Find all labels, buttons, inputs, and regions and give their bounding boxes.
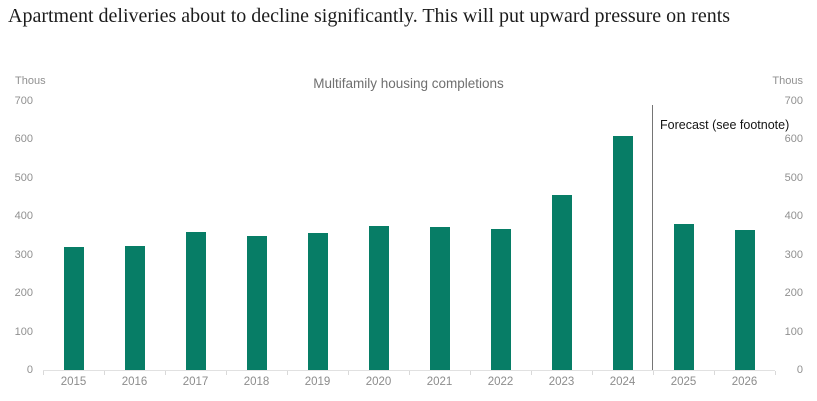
plot-area: [43, 101, 776, 375]
y-tick-label-right-200: 200: [784, 287, 803, 300]
x-tick-label-2019: 2019: [304, 376, 331, 388]
y-tick-label-right-0: 0: [796, 364, 803, 376]
forecast-annotation: Forecast (see footnote): [660, 118, 790, 132]
y-axis-unit-label-right: Thous: [772, 75, 803, 87]
y-axis-unit-label-left: Thous: [15, 75, 46, 87]
x-axis-tick: [470, 371, 471, 375]
x-axis-tick: [409, 371, 410, 375]
y-tick-label-left-100: 100: [14, 325, 33, 338]
x-tick-label-2016: 2016: [121, 376, 148, 388]
chart-title: Multifamily housing completions: [313, 76, 504, 91]
bar-2022: [490, 228, 511, 370]
x-tick-label-2020: 2020: [365, 376, 392, 388]
x-tick-label-2023: 2023: [548, 376, 575, 388]
y-tick-label-right-100: 100: [784, 325, 803, 338]
y-axis-labels-left: 0 100 200 300 400 500 600 700: [0, 0, 33, 401]
forecast-divider-line: [652, 105, 653, 370]
bar-2020: [368, 225, 389, 370]
bar-2026: [734, 229, 755, 370]
x-axis-tick: [775, 371, 776, 375]
x-axis-tick: [714, 371, 715, 375]
y-tick-label-right-300: 300: [784, 248, 803, 261]
bar-2016: [124, 245, 145, 370]
x-axis-tick: [592, 371, 593, 375]
x-tick-label-2018: 2018: [243, 376, 270, 388]
page-title: Apartment deliveries about to decline si…: [8, 5, 731, 27]
y-tick-label-left-600: 600: [14, 133, 33, 146]
x-tick-label-2015: 2015: [60, 376, 87, 388]
y-tick-label-left-700: 700: [14, 95, 33, 107]
x-tick-label-2021: 2021: [426, 376, 453, 388]
x-axis-tick: [43, 371, 44, 375]
bar-2017: [185, 232, 206, 370]
y-tick-label-left-0: 0: [26, 364, 33, 376]
x-axis-tick: [226, 371, 227, 375]
bar-2024: [612, 136, 633, 370]
bar-2019: [307, 232, 328, 370]
bar-2021: [429, 227, 450, 370]
bar-2015: [63, 247, 84, 370]
x-tick-label-2024: 2024: [609, 376, 636, 388]
bar-2023: [551, 195, 572, 370]
x-axis-tick: [104, 371, 105, 375]
y-tick-label-left-400: 400: [14, 210, 33, 223]
y-tick-label-left-200: 200: [14, 287, 33, 300]
y-tick-label-right-700: 700: [784, 95, 803, 107]
x-tick-label-2026: 2026: [731, 376, 758, 388]
y-tick-label-left-500: 500: [14, 171, 33, 184]
y-tick-label-right-600: 600: [784, 133, 803, 146]
x-axis-tick: [287, 371, 288, 375]
x-axis-tick: [165, 371, 166, 375]
y-tick-label-right-500: 500: [784, 171, 803, 184]
x-axis-tick: [348, 371, 349, 375]
bar-2018: [246, 236, 267, 370]
x-tick-label-2017: 2017: [182, 376, 209, 388]
y-tick-label-left-300: 300: [14, 248, 33, 261]
bar-2025: [673, 223, 694, 370]
x-tick-label-2025: 2025: [670, 376, 697, 388]
y-tick-label-right-400: 400: [784, 210, 803, 223]
x-tick-label-2022: 2022: [487, 376, 514, 388]
y-axis-labels-right: 0 100 200 300 400 500 600 700: [763, 0, 803, 401]
x-axis-tick: [531, 371, 532, 375]
x-axis-tick: [653, 371, 654, 375]
x-axis-labels: 2015 2016 2017 2018 2019 2020 2021 2022 2023 2024…: [43, 376, 775, 392]
